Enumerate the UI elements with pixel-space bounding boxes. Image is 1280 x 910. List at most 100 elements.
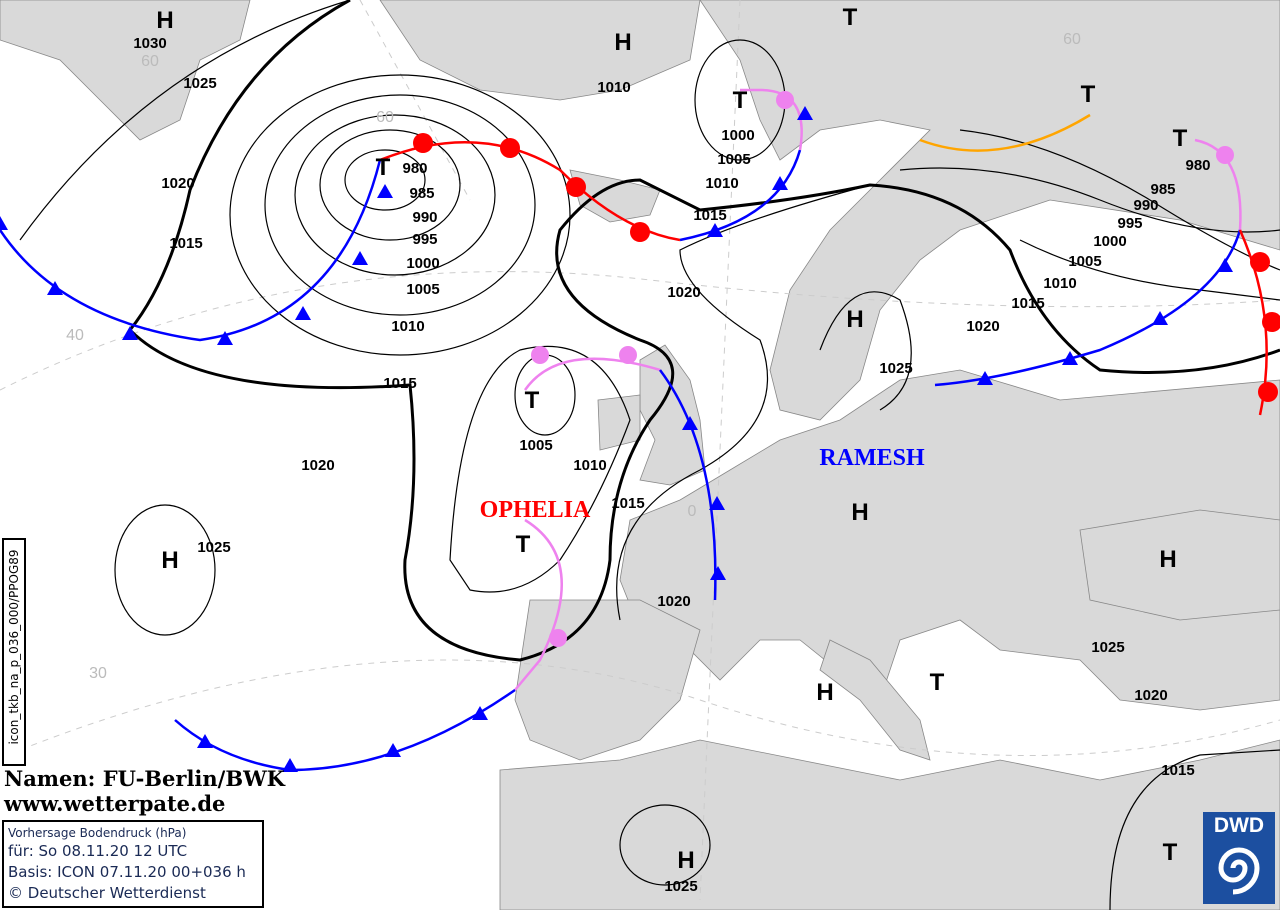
pressure-center-t: T (1173, 125, 1188, 152)
pressure-center-h: H (161, 547, 178, 574)
occlusion-symbol (619, 346, 637, 364)
latitude-label: 60 (1063, 31, 1081, 48)
isobar-label: 1020 (301, 457, 334, 474)
cold-front-triangle (122, 326, 138, 340)
trough (919, 113, 1091, 152)
logo-text: DWD (1213, 814, 1265, 837)
product-id: icon_tkb_na_p_036_000/PPOG89 (7, 549, 21, 745)
cold-front-triangle (772, 176, 788, 190)
italy (819, 639, 931, 761)
cold-front (174, 688, 516, 772)
front-symbols (0, 91, 1280, 772)
storm-name-ophelia: OPHELIA (480, 497, 591, 523)
pressure-center-h: H (816, 679, 833, 706)
cold-front-triangle (47, 281, 63, 295)
cold-front-triangle (377, 184, 393, 198)
isobar-label: 1010 (597, 79, 630, 96)
isobars (19, 0, 1280, 910)
pressure-center-t: T (376, 154, 391, 181)
isobar-label: 980 (402, 160, 427, 177)
dwd-logo: DWD (1203, 812, 1275, 904)
pressure-center-h: H (156, 7, 173, 34)
info-title: Vorhersage Bodendruck (hPa) (8, 826, 187, 840)
greenland (0, 0, 251, 141)
isobar-label: 980 (1185, 157, 1210, 174)
isobar-label: 1000 (406, 255, 439, 272)
cold-front-triangle (709, 496, 725, 510)
swirl-icon (1218, 847, 1260, 895)
ireland (597, 394, 641, 451)
cold-front-triangle (710, 566, 726, 580)
isobar-label: 1025 (183, 75, 216, 92)
isobar-label: 1020 (966, 318, 999, 335)
isobar-label: 1020 (161, 175, 194, 192)
isobar-label: 1020 (657, 593, 690, 610)
isobar-label: 995 (1117, 215, 1142, 232)
latitude-label: 60 (141, 53, 159, 70)
cold-front-triangle (1217, 258, 1233, 272)
cold-front-triangle (977, 371, 993, 385)
cold-front-triangle (707, 223, 723, 237)
warm-front-semicircle (630, 222, 650, 242)
pressure-center-h: H (851, 499, 868, 526)
isobar-label: 1015 (1011, 295, 1044, 312)
pressure-center-t: T (525, 387, 540, 414)
iberia (514, 599, 701, 761)
cold-front-triangle (1152, 311, 1168, 325)
isobar-label: 990 (1133, 197, 1158, 214)
pressure-center-h: H (677, 847, 694, 874)
pressure-center-h: H (846, 306, 863, 333)
isobar-label: 995 (412, 231, 437, 248)
isobar-label: 1025 (879, 360, 912, 377)
cold-front-triangle (197, 734, 213, 748)
cold-front-triangle (352, 251, 368, 265)
warm-front-semicircle (1262, 312, 1280, 332)
product-id-box: icon_tkb_na_p_036_000/PPOG89 (2, 538, 26, 766)
occlusion-symbol (549, 629, 567, 647)
isobar-label: 1010 (573, 457, 606, 474)
warm-front-semicircle (566, 177, 586, 197)
occlusion-symbol (531, 346, 549, 364)
cold-front-triangle (0, 216, 8, 230)
pressure-center-t: T (1081, 81, 1096, 108)
isobar-label: 1000 (721, 127, 754, 144)
info-copyright: © Deutscher Wetterdienst (8, 884, 206, 902)
cold-front-triangle (217, 331, 233, 345)
isobar-label: 985 (409, 185, 434, 202)
pressure-center-t: T (930, 669, 945, 696)
isobar-label: 1020 (667, 284, 700, 301)
pressure-center-t: T (516, 531, 531, 558)
scandinavia-north (379, 0, 701, 101)
isobar-label: 1010 (391, 318, 424, 335)
pressure-center-t: T (1163, 839, 1178, 866)
isobar-label: 1005 (1068, 253, 1101, 270)
isobar-label: 1030 (133, 35, 166, 52)
warm-front-semicircle (1258, 382, 1278, 402)
cold-front-triangle (1062, 351, 1078, 365)
website-credit: www.wetterpate.de (4, 791, 226, 816)
latitude-label: 60 (376, 109, 394, 126)
africa (499, 739, 1280, 910)
turkey (1079, 509, 1280, 621)
latitude-label: 30 (89, 665, 107, 682)
isobar-label: 1015 (169, 235, 202, 252)
isobar-label: 1015 (383, 375, 416, 392)
cold-front-triangle (282, 758, 298, 772)
latitude-label: 0 (688, 503, 697, 520)
isobar-label: 1015 (1161, 762, 1194, 779)
info-valid: für: So 08.11.20 12 UTC (8, 842, 188, 860)
cold-front-triangle (682, 416, 698, 430)
names-credit: Namen: FU-Berlin/BWK (4, 766, 285, 791)
isobar-label: 1025 (197, 539, 230, 556)
isobar-label: 1005 (717, 151, 750, 168)
isobar-label: 1015 (693, 207, 726, 224)
pressure-center-t: T (733, 87, 748, 114)
occlusion-symbol (776, 91, 794, 109)
warm-front-semicircle (500, 138, 520, 158)
warm-front-semicircle (1250, 252, 1270, 272)
info-basis: Basis: ICON 07.11.20 00+036 h (8, 863, 246, 881)
